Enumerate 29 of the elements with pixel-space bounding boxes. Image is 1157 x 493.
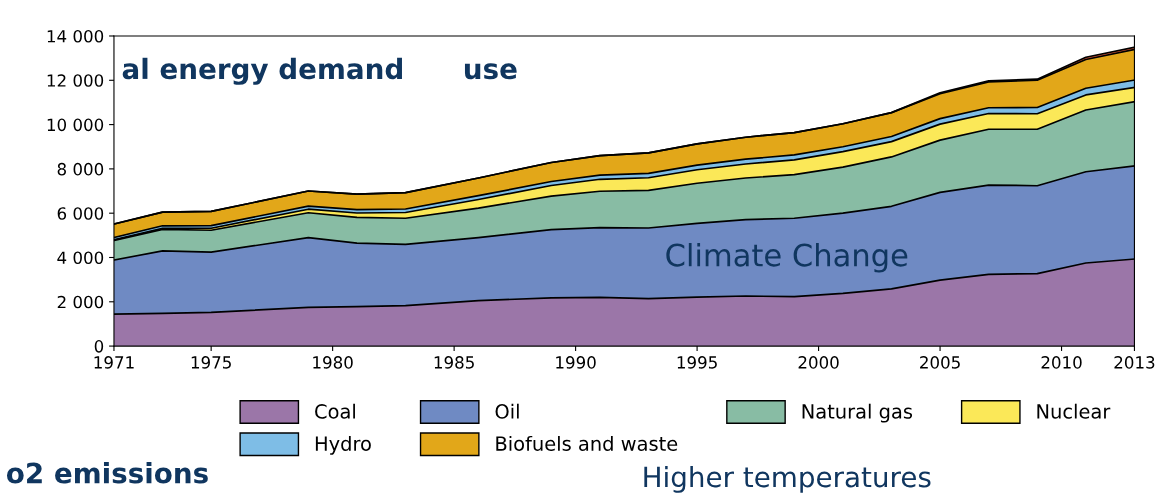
x-tick-label: 2013 [1114, 356, 1155, 369]
x-tick-label: 1990 [556, 356, 596, 369]
x-tick-label: 2010 [1041, 356, 1082, 369]
x-tick-label: 1971 [94, 356, 134, 369]
x-tick-label: 2000 [798, 356, 839, 369]
x-tick-label: 1985 [434, 356, 474, 369]
legend-label: Biofuels and waste [496, 435, 678, 451]
x-tick-label: 1980 [313, 356, 353, 369]
legend-label: Coal [315, 403, 355, 419]
y-tick-label: 14 000 [47, 29, 104, 43]
y-tick-label: 6 000 [57, 207, 104, 220]
text: o2 emissions [6, 462, 208, 484]
legend-label: Natural gas [802, 403, 913, 423]
x-tick-label: 2005 [920, 356, 960, 369]
y-tick-label: 10 000 [47, 118, 104, 132]
legend-label: Hydro [315, 435, 371, 455]
legend-label: Nuclear [1037, 403, 1111, 419]
y-tick-label: 4 000 [57, 251, 104, 265]
y-tick-label: 2 000 [57, 295, 104, 309]
text: Higher temperatures [644, 465, 931, 493]
y-tick-label: 12 000 [47, 74, 104, 87]
y-tick-label: 8 000 [57, 162, 104, 176]
x-tick-label: 1975 [191, 356, 231, 369]
annotation: use [464, 63, 517, 80]
legend-label: Oil [495, 403, 519, 419]
annotation: al energy demand [122, 57, 402, 85]
x-tick-label: 1995 [677, 356, 717, 369]
annotation: Climate Change [666, 243, 908, 273]
y-tick-label: 0 [94, 340, 104, 353]
